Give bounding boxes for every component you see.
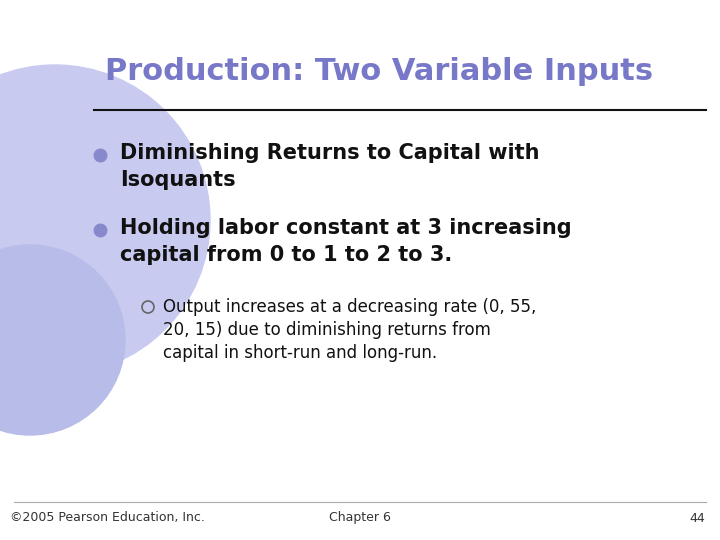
Text: Output increases at a decreasing rate (0, 55,: Output increases at a decreasing rate (0…	[163, 298, 536, 316]
Text: Chapter 6: Chapter 6	[329, 511, 391, 524]
Text: Production: Two Variable Inputs: Production: Two Variable Inputs	[105, 57, 653, 86]
Circle shape	[0, 245, 125, 435]
Text: capital from 0 to 1 to 2 to 3.: capital from 0 to 1 to 2 to 3.	[120, 245, 452, 265]
Text: 20, 15) due to diminishing returns from: 20, 15) due to diminishing returns from	[163, 321, 491, 339]
Circle shape	[0, 65, 210, 375]
Text: ©2005 Pearson Education, Inc.: ©2005 Pearson Education, Inc.	[10, 511, 205, 524]
Text: capital in short-run and long-run.: capital in short-run and long-run.	[163, 344, 437, 362]
Text: Holding labor constant at 3 increasing: Holding labor constant at 3 increasing	[120, 218, 572, 238]
Text: 44: 44	[689, 511, 705, 524]
Text: Isoquants: Isoquants	[120, 170, 235, 190]
Text: Diminishing Returns to Capital with: Diminishing Returns to Capital with	[120, 143, 539, 163]
